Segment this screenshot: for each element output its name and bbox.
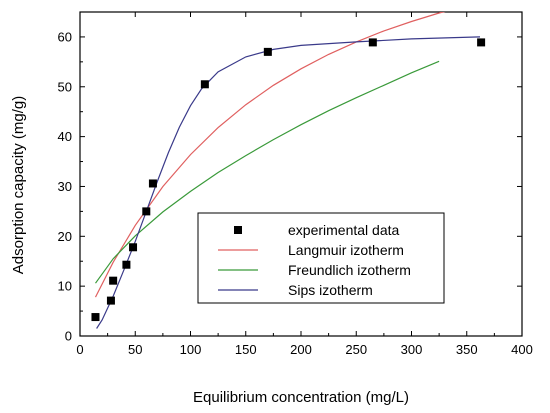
data-point [109,276,118,285]
legend-label: Sips izotherm [288,282,373,298]
x-tick-label: 300 [401,342,423,357]
data-point [200,80,209,89]
legend: experimental data Langmuir izotherm Freund… [197,212,445,304]
data-point [122,260,131,269]
x-tick-label: 400 [511,342,533,357]
x-tick-label: 100 [180,342,202,357]
series-line-2 [95,60,440,284]
legend-label: Langmuir izotherm [288,242,404,258]
y-tick-label: 20 [58,229,72,244]
x-tick-label: 0 [76,342,83,357]
data-point [106,296,115,305]
data-point [148,179,157,188]
y-tick-label: 50 [58,79,72,94]
x-axis: 0 50 100 150 200 250 300 350 400 [76,12,533,357]
data-point [477,38,486,47]
x-tick-label: 150 [235,342,257,357]
y-tick-label: 10 [58,279,72,294]
data-point [263,47,272,56]
data-point [368,38,377,47]
data-point [129,243,138,252]
y-tick-label: 60 [58,29,72,44]
y-tick-label: 40 [58,129,72,144]
legend-label: experimental data [288,222,400,238]
legend-marker [234,226,242,234]
x-tick-label: 50 [128,342,142,357]
x-axis-title: Equilibrium concentration (mg/L) [193,389,409,406]
legend-label: Freundlich izotherm [288,262,411,278]
data-point [91,313,100,322]
x-tick-label: 350 [456,342,478,357]
y-tick-label: 0 [65,329,72,344]
y-axis-title: Adsorption capacity (mg/g) [10,96,27,274]
x-tick-label: 250 [345,342,367,357]
data-point [142,207,151,216]
x-tick-label: 200 [290,342,312,357]
y-axis: 0 10 20 30 40 50 60 [58,29,522,344]
series-line-3 [96,36,481,329]
y-tick-label: 30 [58,179,72,194]
